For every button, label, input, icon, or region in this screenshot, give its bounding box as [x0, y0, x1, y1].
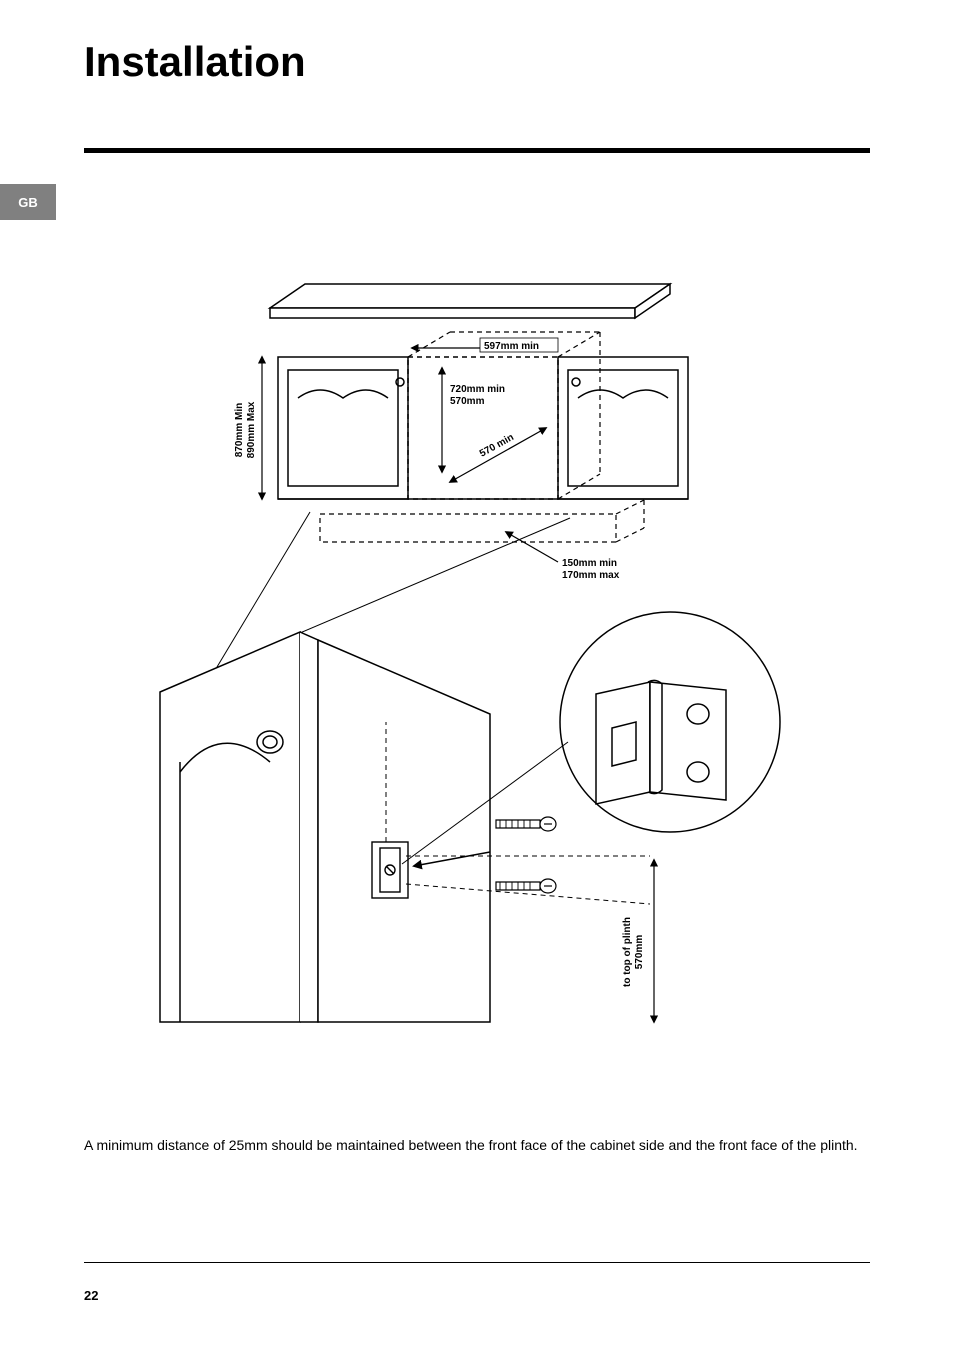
dim-height-max: 890mm Max: [246, 401, 257, 458]
language-tab: GB: [0, 184, 56, 220]
title-rule: [84, 148, 870, 153]
dim-170: 170mm max: [562, 570, 620, 581]
dim-597: 597mm min: [484, 341, 539, 352]
body-text: A minimum distance of 25mm should be mai…: [84, 1136, 870, 1156]
bottom-rule: [84, 1262, 870, 1263]
dim-plinth-top: to top of plinth: [622, 917, 633, 987]
dim-height-min: 870mm Min: [234, 403, 245, 457]
page-number: 22: [84, 1288, 98, 1303]
installation-diagram: 890mm Max 870mm Min 597mm min 720mm min …: [150, 252, 810, 1042]
dim-570a: 570mm: [450, 396, 485, 407]
page-title: Installation: [84, 38, 306, 86]
dim-150: 150mm min: [562, 558, 617, 569]
dim-570v: 570mm: [634, 935, 645, 970]
dim-720: 720mm min: [450, 384, 505, 395]
